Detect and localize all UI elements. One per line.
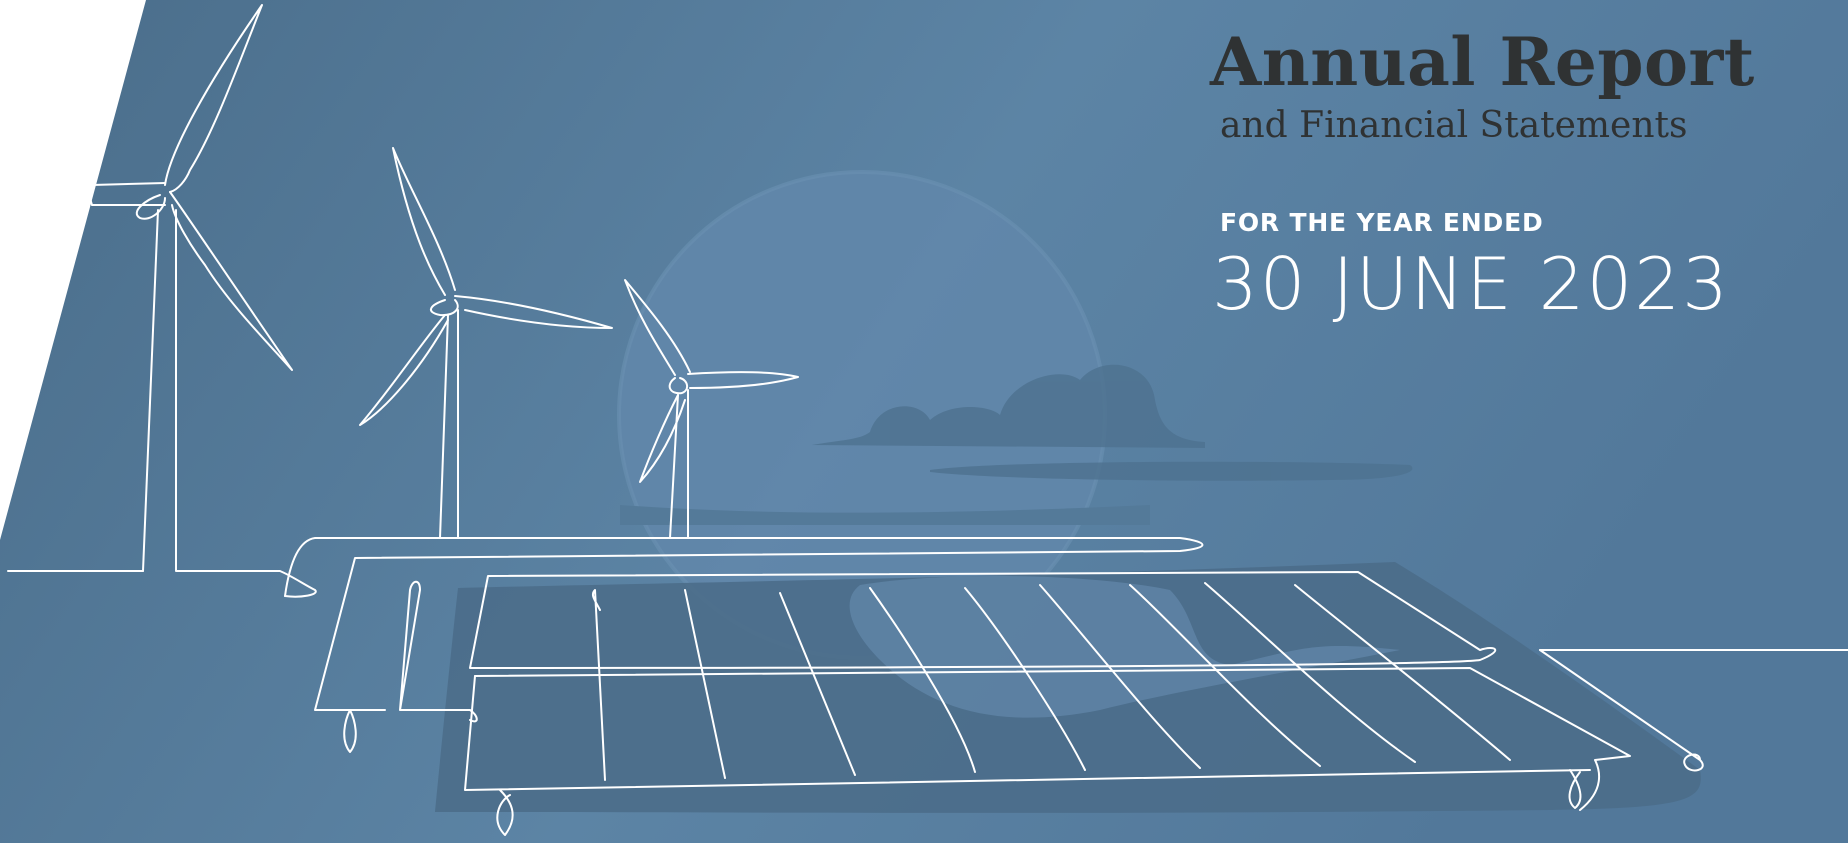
period-label: FOR THE YEAR ENDED <box>1220 208 1544 237</box>
report-subtitle: and Financial Statements <box>1220 105 1688 146</box>
wind-turbine-icon <box>624 279 799 539</box>
sun-icon <box>619 172 1105 658</box>
report-title: Annual Report <box>1210 23 1755 101</box>
title-block: Annual Report and Financial Statements <box>1210 24 1830 148</box>
wind-turbine-icon <box>88 4 317 598</box>
cloud-icon <box>812 364 1413 481</box>
line-art <box>7 4 1848 836</box>
solar-panel-icon <box>399 571 1848 836</box>
period-date: 30 JUNE 2023 <box>1212 242 1730 326</box>
wind-turbine-icon <box>359 147 613 539</box>
